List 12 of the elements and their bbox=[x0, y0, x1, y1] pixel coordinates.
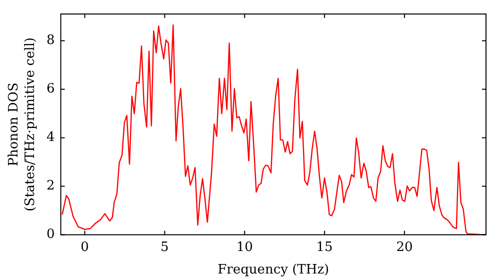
y-axis-title: Phonon DOS (States/THz·primitive cell) bbox=[6, 37, 38, 212]
y-tick-label: 0 bbox=[46, 227, 55, 242]
x-tick-label: 5 bbox=[160, 240, 169, 255]
y-tick-label: 6 bbox=[46, 82, 55, 97]
x-tick-label: 10 bbox=[236, 240, 253, 255]
y-tick-label: 8 bbox=[46, 33, 55, 48]
x-tick-label: 0 bbox=[80, 240, 89, 255]
x-axis-title: Frequency (THz) bbox=[218, 262, 330, 278]
x-tick-label: 20 bbox=[396, 240, 413, 255]
y-tick-label: 4 bbox=[46, 130, 55, 146]
x-tick-label: 15 bbox=[316, 240, 333, 255]
y-tick-label: 2 bbox=[46, 178, 55, 194]
